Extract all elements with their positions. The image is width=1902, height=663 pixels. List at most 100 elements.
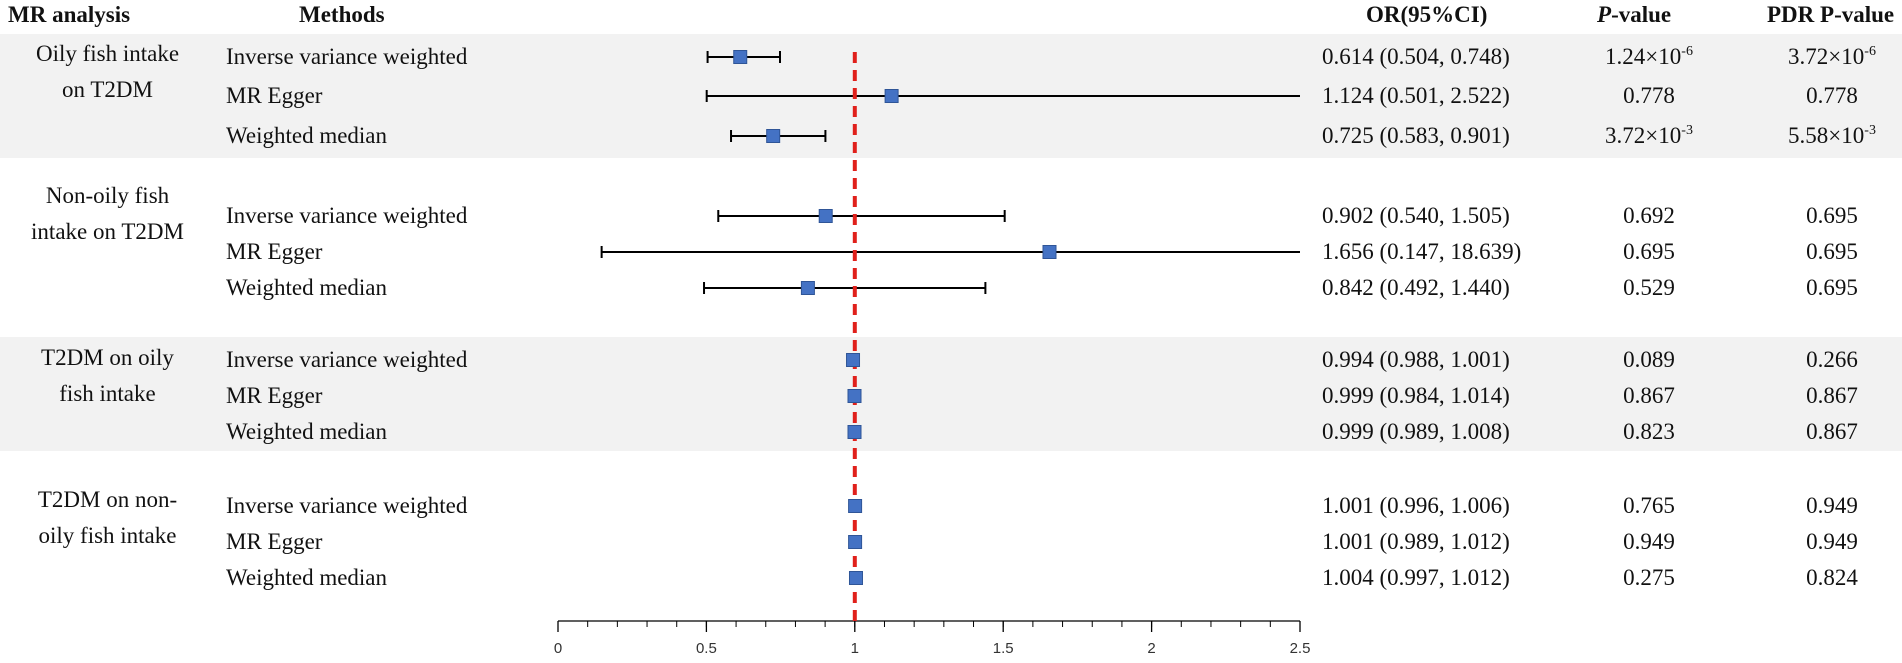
- method-label: MR Egger: [226, 383, 323, 408]
- p-value-value: 0.823: [1623, 419, 1675, 444]
- pdr-p-value: 0.824: [1762, 564, 1902, 592]
- p-value: 1.24×10-6: [1589, 43, 1709, 71]
- method-label: MR Egger: [226, 239, 323, 264]
- p-value: 0.949: [1589, 528, 1709, 556]
- pdr-p-value: 0.695: [1762, 238, 1902, 266]
- p-value: 0.275: [1589, 564, 1709, 592]
- p-value-exponent: -6: [1681, 44, 1693, 59]
- p-value-value: 0.765: [1623, 493, 1675, 518]
- header-p-value: P-value: [1597, 2, 1672, 27]
- group-label-line: oily fish intake: [38, 523, 177, 548]
- pdr-p-value-value: 0.867: [1806, 383, 1858, 408]
- p-value: 0.089: [1589, 346, 1709, 374]
- pdr-p-value-exponent: -3: [1864, 123, 1876, 138]
- pdr-p-value-value: 0.867: [1806, 419, 1858, 444]
- pdr-p-value: 0.949: [1762, 528, 1902, 556]
- x-tick-label: 2.5: [1290, 640, 1311, 657]
- group-label-line: intake on T2DM: [31, 219, 184, 244]
- x-tick-label: 1: [851, 640, 859, 657]
- p-value-exponent: -3: [1681, 123, 1693, 138]
- pdr-p-value: 0.867: [1762, 382, 1902, 410]
- x-tick-label: 0.5: [696, 640, 717, 657]
- group-label-line: T2DM on oily: [41, 345, 174, 370]
- x-tick-label: 1.5: [993, 640, 1014, 657]
- p-value-value: 3.72×10: [1605, 123, 1682, 148]
- method-label: MR Egger: [226, 529, 323, 554]
- p-value: 3.72×10-3: [1589, 122, 1709, 150]
- or-ci-value: 0.999 (0.984, 1.014): [1322, 383, 1510, 408]
- pdr-p-value: 0.867: [1762, 418, 1902, 446]
- pdr-p-value-value: 0.824: [1806, 565, 1858, 590]
- or-ci-value: 0.994 (0.988, 1.001): [1322, 347, 1510, 372]
- header-mr-analysis: MR analysis: [8, 2, 131, 27]
- pdr-p-value: 5.58×10-3: [1762, 122, 1902, 150]
- method-label: Weighted median: [226, 565, 388, 590]
- or-point-marker: [848, 535, 863, 549]
- pdr-p-value-value: 0.695: [1806, 203, 1858, 228]
- p-value: 0.695: [1589, 238, 1709, 266]
- method-label: Inverse variance weighted: [226, 44, 468, 69]
- p-value-value: 0.692: [1623, 203, 1675, 228]
- p-value-value: 1.24×10: [1605, 44, 1682, 69]
- group-band: [0, 337, 1902, 451]
- pdr-p-value-value: 0.266: [1806, 347, 1858, 372]
- method-label: Inverse variance weighted: [226, 493, 468, 518]
- header-methods: Methods: [299, 2, 385, 27]
- or-point-marker: [766, 129, 781, 143]
- p-value-value: 0.275: [1623, 565, 1675, 590]
- pdr-p-value-value: 0.695: [1806, 239, 1858, 264]
- header-or: OR(95%CI): [1366, 2, 1488, 27]
- x-tick-label: 0: [554, 640, 562, 657]
- or-ci-value: 0.902 (0.540, 1.505): [1322, 203, 1510, 228]
- x-tick-label: 2: [1147, 640, 1155, 657]
- or-ci-value: 0.725 (0.583, 0.901): [1322, 123, 1510, 148]
- or-point-marker: [733, 50, 748, 64]
- p-value-value: 0.695: [1623, 239, 1675, 264]
- p-value-value: 0.778: [1623, 83, 1675, 108]
- or-ci-value: 1.004 (0.997, 1.012): [1322, 565, 1510, 590]
- or-ci-value: 1.001 (0.989, 1.012): [1322, 529, 1510, 554]
- pdr-p-value: 0.778: [1762, 82, 1902, 110]
- or-point-marker: [818, 209, 833, 223]
- group-label-line: fish intake: [59, 381, 156, 406]
- group-label: Non-oily fish intake on T2DM: [0, 178, 215, 250]
- or-ci-value: 1.124 (0.501, 2.522): [1322, 83, 1510, 108]
- p-value: 0.867: [1589, 382, 1709, 410]
- p-value: 0.692: [1589, 202, 1709, 230]
- method-label: MR Egger: [226, 83, 323, 108]
- or-point-marker: [800, 281, 815, 295]
- or-point-marker: [847, 389, 862, 403]
- p-value-value: 0.089: [1623, 347, 1675, 372]
- or-ci-value: 0.999 (0.989, 1.008): [1322, 419, 1510, 444]
- method-label: Weighted median: [226, 419, 388, 444]
- p-value-value: 0.529: [1623, 275, 1675, 300]
- group-label-line: Oily fish intake: [35, 41, 180, 66]
- p-value: 0.765: [1589, 492, 1709, 520]
- method-label: Inverse variance weighted: [226, 347, 468, 372]
- p-value-value: 0.949: [1623, 529, 1675, 554]
- or-point-marker: [846, 353, 861, 367]
- header-pdr-p-value: PDR P-value: [1767, 2, 1895, 27]
- method-label: Weighted median: [226, 123, 388, 148]
- group-label-line: on T2DM: [62, 77, 153, 102]
- pdr-p-value-value: 3.72×10: [1788, 44, 1865, 69]
- or-ci-value: 0.614 (0.504, 0.748): [1322, 44, 1510, 69]
- group-label: T2DM on non-oily fish intake: [0, 482, 215, 554]
- or-point-marker: [1042, 245, 1057, 259]
- pdr-p-value: 0.695: [1762, 274, 1902, 302]
- pdr-p-value-value: 5.58×10: [1788, 123, 1865, 148]
- or-point-marker: [848, 571, 863, 585]
- pdr-p-value-value: 0.778: [1806, 83, 1858, 108]
- or-point-marker: [884, 89, 899, 103]
- group-label-line: T2DM on non-: [37, 487, 178, 512]
- pdr-p-value-value: 0.949: [1806, 493, 1858, 518]
- p-value-value: 0.867: [1623, 383, 1675, 408]
- pdr-p-value: 0.695: [1762, 202, 1902, 230]
- p-value: 0.529: [1589, 274, 1709, 302]
- pdr-p-value-exponent: -6: [1864, 44, 1876, 59]
- method-label: Inverse variance weighted: [226, 203, 468, 228]
- or-point-marker: [848, 499, 863, 513]
- pdr-p-value: 0.266: [1762, 346, 1902, 374]
- group-label: Oily fish intake on T2DM: [0, 36, 215, 108]
